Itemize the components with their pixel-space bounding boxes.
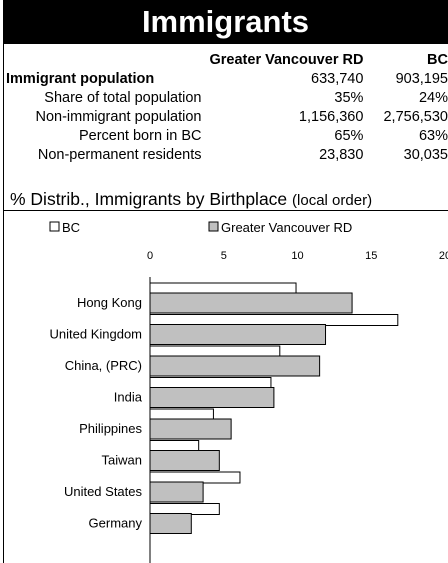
x-tick-label: 15 [365,250,377,262]
bar-bc [149,408,214,421]
stats-row-label: Non-immigrant population [35,108,202,125]
stats-header-row: Greater Vancouver RD BC [6,50,448,69]
stats-row: Non-immigrant population 1,156,360 2,756,5… [6,107,448,126]
category-label: Taiwan [102,453,142,468]
bar-gvrd [149,418,232,440]
stats-row-label: Immigrant population [6,70,155,87]
bar-bc [149,440,200,452]
stats-row-bc-value: 63% [418,127,448,144]
legend-swatch [49,221,60,232]
category-label: Germany [89,516,143,531]
legend-label: Greater Vancouver RD [221,220,352,235]
bar-bc [149,314,399,326]
stats-row-gvrd-value: 1,156,360 [298,108,364,125]
stats-row: Immigrant population 633,740 903,195 [6,69,448,88]
distribution-title-main: % Distrib., Immigrants by Birthplace [10,189,288,209]
category-label: China, (PRC) [65,358,142,373]
legend-label: BC [62,220,80,235]
stats-row-label: Share of total population [44,89,202,106]
stats-row: Non-permanent residents 23,830 30,035 [6,145,448,164]
stats-header-label [6,50,210,69]
stats-table-panel: Greater Vancouver RD BC Immigrant popula… [3,44,448,187]
distribution-title-note: (local order) [292,192,373,209]
bar-gvrd [149,324,327,345]
bar-gvrd [149,481,204,503]
legend-swatch [208,221,219,232]
stats-header-gvrd: Greater Vancouver RD [209,51,364,68]
bar-bc [149,377,272,389]
bar-bc [149,471,241,484]
stats-row: Share of total population 35% 24% [6,88,448,107]
category-label: United Kingdom [50,327,143,342]
category-label: Philippines [79,421,142,436]
category-label: United States [64,484,143,499]
stats-row-gvrd-value: 23,830 [319,146,364,163]
bar-gvrd [149,513,192,534]
x-tick-label: 20 [439,250,448,262]
bar-gvrd [149,292,353,314]
stats-row-gvrd-value: 35% [334,89,364,106]
stats-row-gvrd-value: 633,740 [311,70,364,87]
stats-table: Greater Vancouver RD BC Immigrant popula… [6,50,448,164]
birthplace-bar-chart: BC Greater Vancouver RD 0 5 10 15 20 Hong Kong U… [49,220,448,563]
birthplace-chart: BC Greater Vancouver RD 0 5 10 15 20 Hong Kong U… [3,211,448,563]
panel-title: Immigrants [3,0,448,44]
bar-bc [149,503,220,515]
stats-header-bc: BC [427,51,448,68]
stats-row: Percent born in BC 65% 63% [6,126,448,145]
category-label: Hong Kong [77,295,142,310]
stats-row-label: Percent born in BC [78,127,202,144]
x-tick-label: 5 [221,250,227,262]
bar-gvrd [149,355,321,377]
stats-row-bc-value: 30,035 [403,146,448,163]
x-tick-label: 0 [147,250,153,262]
distribution-title: % Distrib., Immigrants by Birthplace (lo… [3,187,448,211]
bar-gvrd [149,387,275,408]
stats-row-bc-value: 24% [418,89,448,106]
stats-row-gvrd-value: 65% [334,127,364,144]
bar-bc [149,282,297,295]
bar-gvrd [149,450,220,471]
stats-row-label: Non-permanent residents [37,146,202,163]
bar-bc [149,345,281,358]
x-tick-label: 10 [291,250,303,262]
category-label: India [114,390,143,405]
stats-row-bc-value: 903,195 [395,70,448,87]
stats-row-bc-value: 2,756,530 [383,108,448,125]
